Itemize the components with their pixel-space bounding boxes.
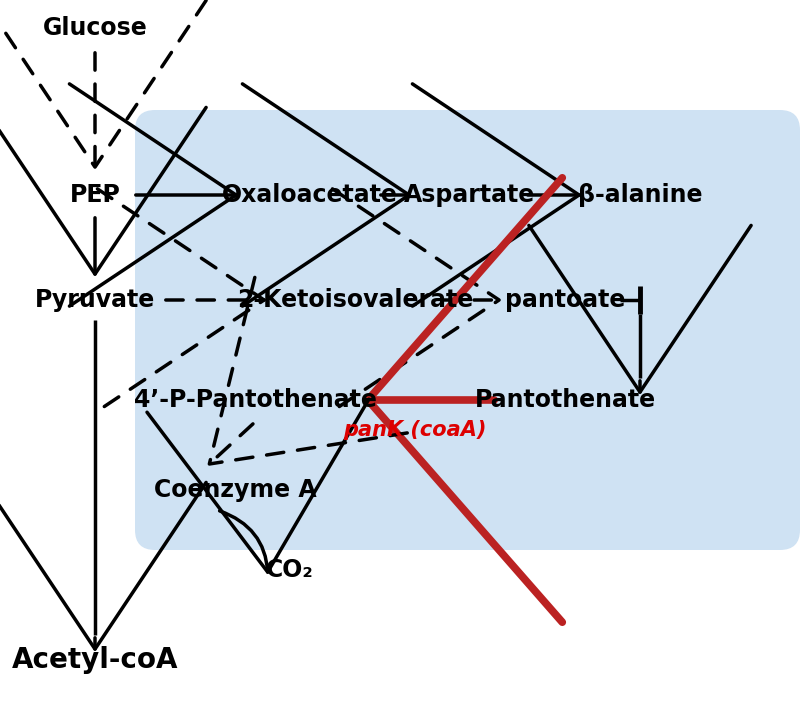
Text: Pantothenate: Pantothenate: [474, 388, 655, 412]
Text: PEP: PEP: [70, 183, 121, 207]
Text: CO₂: CO₂: [266, 558, 314, 582]
FancyBboxPatch shape: [135, 110, 800, 550]
Text: 2-Ketoisovalerate: 2-Ketoisovalerate: [237, 288, 473, 312]
Text: Glucose: Glucose: [42, 16, 147, 40]
Text: Aspartate: Aspartate: [404, 183, 536, 207]
Text: Acetyl-coA: Acetyl-coA: [12, 646, 178, 674]
Text: panK (coaA): panK (coaA): [343, 420, 486, 440]
Text: Oxaloacetate: Oxaloacetate: [222, 183, 398, 207]
Text: 4’-P-Pantothenate: 4’-P-Pantothenate: [134, 388, 377, 412]
Text: β-alanine: β-alanine: [578, 183, 702, 207]
Text: Coenzyme A: Coenzyme A: [154, 478, 316, 502]
Text: Pyruvate: Pyruvate: [35, 288, 155, 312]
Text: pantoate: pantoate: [505, 288, 625, 312]
